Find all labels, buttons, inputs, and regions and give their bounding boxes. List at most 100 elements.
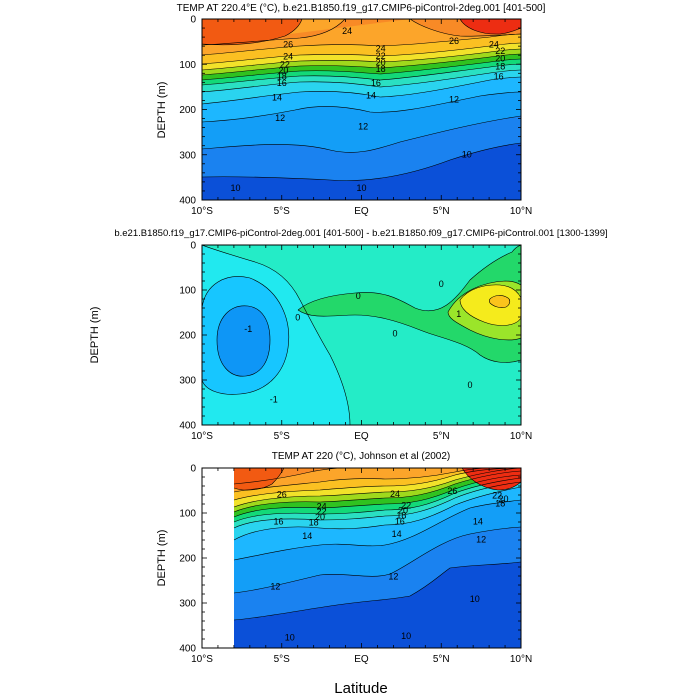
- panel-1-contour-label: 22: [376, 51, 386, 61]
- panel-1-contour-label: 14: [272, 92, 282, 102]
- panel-1-contour-label: 16: [494, 72, 504, 82]
- panel-2-ytick-label: 0: [190, 241, 196, 252]
- panel-3-contour-label: 26: [447, 486, 457, 496]
- panel-2-band-zero: [298, 245, 521, 363]
- panel-3-contour-label: 16: [395, 517, 405, 527]
- panel-3-xtick-label: 5°S: [274, 654, 291, 665]
- panel-3-xtick-label: 5°N: [433, 654, 450, 665]
- panel-3-contour-field: [202, 468, 521, 648]
- panel-3-contour-label: 18: [495, 499, 505, 509]
- panel-1-contour-label: 26: [283, 39, 293, 49]
- panel-3-contour-label: 14: [302, 531, 312, 541]
- panel-2-ytick-label: 200: [179, 331, 196, 342]
- panel-1-ytick-label: 300: [179, 150, 196, 161]
- panel-2-title: b.e21.B1850.f19_g17.CMIP6-piControl-2deg…: [114, 228, 607, 239]
- panel-2-ytick-label: 400: [179, 421, 196, 432]
- panel-2-contour-labels: -1 0 0 0 0 0 1 -1: [244, 279, 472, 405]
- panel-1-contour-label: 24: [283, 52, 293, 62]
- panel-3-contour-label: 20: [315, 512, 325, 522]
- panel-2-contour-label: 0: [467, 380, 472, 390]
- panel-3-band-23: [234, 468, 284, 491]
- panel-2-xtick-label: EQ: [354, 431, 369, 442]
- panel-1-contour-label: 12: [275, 113, 285, 123]
- panel-3-contour-label: 20: [398, 505, 408, 515]
- panel-1-xtick-label: 10°S: [191, 206, 213, 217]
- panel-1-contour-label: 12: [449, 95, 459, 105]
- panel-3-ytick-label: 400: [179, 644, 196, 655]
- panel-3-contour-label: 12: [476, 535, 486, 545]
- panel-3-xtick-label: EQ: [354, 654, 369, 665]
- panel-1-xtick-label: 5°N: [433, 206, 450, 217]
- panel-1-xtick-label: 10°N: [510, 206, 532, 217]
- panel-1-ylabel: DEPTH (m): [156, 82, 168, 139]
- panel-1-contour-label: 22: [280, 59, 290, 69]
- panel-2-xtick-label: 5°N: [433, 431, 450, 442]
- panel-3-xtick-label: 10°N: [510, 654, 532, 665]
- panel-1-contour-label: 20: [495, 53, 505, 63]
- panel-2-contour-label: 0: [392, 328, 397, 338]
- panel-3-contour-label: 10: [470, 594, 480, 604]
- panel-3-ytick-label: 0: [190, 464, 196, 475]
- panel-3-contour-label: 26: [277, 490, 287, 500]
- panel-3-contour-label: 10: [401, 631, 411, 641]
- panel-3-contour-label: 20: [498, 494, 508, 504]
- panel-2-contour-label: 0: [356, 291, 361, 301]
- panel-3: TEMP AT 220 (°C), Johnson et al (2002): [156, 451, 532, 697]
- panel-2-ytick-label: 100: [179, 286, 196, 297]
- panel-2: b.e21.B1850.f19_g17.CMIP6-piControl-2deg…: [89, 228, 608, 442]
- panel-1-contour-label: 20: [278, 66, 288, 76]
- panel-1-contour-label: 16: [277, 78, 287, 88]
- panel-3-contour-label: 22: [401, 500, 411, 510]
- panel-1-contour-label: 20: [376, 57, 386, 67]
- panel-3-contour-label: 24: [317, 501, 327, 511]
- panel-2-contour-label: 0: [295, 313, 300, 323]
- panel-1-ytick-label: 400: [179, 196, 196, 207]
- panel-3-contour-label: 12: [388, 572, 398, 582]
- panel-1: TEMP AT 220.4°E (°C), b.e21.B1850.f19_g1…: [156, 3, 546, 217]
- panel-1-contour-label: 24: [376, 43, 386, 53]
- panel-1-title: TEMP AT 220.4°E (°C), b.e21.B1850.f19_g1…: [177, 3, 546, 14]
- panel-3-contour-label: 24: [390, 489, 400, 499]
- panel-1-band-22: [202, 19, 521, 45]
- panel-3-contour-label: 18: [309, 518, 319, 528]
- panel-3-ytick-label: 100: [179, 509, 196, 520]
- panel-2-xtick-label: 10°S: [191, 431, 213, 442]
- panel-3-contour-label: 22: [317, 507, 327, 517]
- panel-3-contour-label: 22: [492, 491, 502, 501]
- figure-xlabel: Latitude: [334, 680, 387, 697]
- panel-2-contour-label: -1: [270, 394, 278, 404]
- panel-1-contour-label: 18: [495, 62, 505, 72]
- panel-1-xtick-label: EQ: [354, 206, 369, 217]
- panel-2-contour-field: [202, 245, 521, 425]
- panel-3-ytick-label: 200: [179, 554, 196, 565]
- panel-1-contour-label: 18: [376, 64, 386, 74]
- panel-1-ytick-label: 0: [190, 15, 196, 26]
- panel-3-contour-label: 10: [285, 632, 295, 642]
- panel-1-contour-label: 10: [356, 183, 366, 193]
- panel-3-axes: 10°S 5°S EQ 5°N 10°N 0 100 200 300 400: [179, 464, 532, 666]
- panel-2-contour-label: -1: [244, 324, 252, 334]
- panel-1-ytick-label: 200: [179, 105, 196, 116]
- panel-1-axes: 10°S 5°S EQ 5°N 10°N 0 100 200 300 400: [179, 15, 532, 218]
- panel-3-xtick-label: 10°S: [191, 654, 213, 665]
- panel-1-contour-label: 14: [366, 91, 376, 101]
- panel-3-contour-label: 12: [270, 581, 280, 591]
- panel-1-xtick-label: 5°S: [274, 206, 291, 217]
- panel-2-xtick-label: 5°S: [274, 431, 291, 442]
- panel-2-band-minus-1-5: [217, 305, 270, 377]
- panel-1-contour-label: 16: [371, 78, 381, 88]
- panel-2-ylabel: DEPTH (m): [89, 307, 101, 364]
- panel-1-contour-label: 22: [495, 46, 505, 56]
- panel-2-band-one-half: [489, 295, 510, 308]
- panel-2-xtick-label: 10°N: [510, 431, 532, 442]
- panel-3-contour-label: 18: [396, 510, 406, 520]
- panel-1-contour-label: 12: [358, 121, 368, 131]
- panel-1-contour-label: 10: [230, 183, 240, 193]
- panel-3-ylabel: DEPTH (m): [156, 530, 168, 587]
- panel-1-contour-label: 24: [489, 39, 499, 49]
- panel-1-contour-label: 26: [449, 36, 459, 46]
